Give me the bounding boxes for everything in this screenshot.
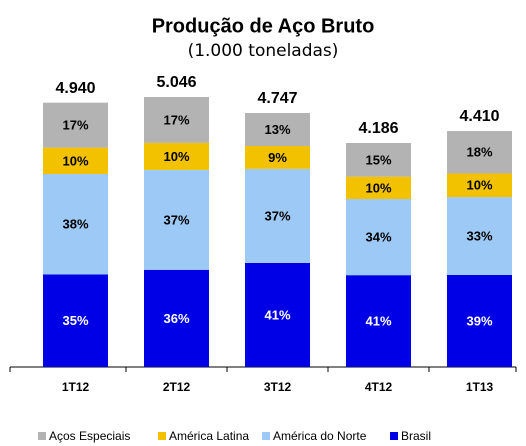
bar-segment [346, 199, 411, 276]
value-label: 9% [268, 150, 287, 165]
bar-segment [245, 168, 310, 263]
x-tick-label: 1T13 [466, 380, 494, 394]
bar-segment [43, 174, 108, 275]
legend-label: América do Norte [273, 429, 367, 443]
value-label: 39% [466, 313, 492, 328]
legend-label: Aços Especiais [49, 429, 130, 443]
value-label: 17% [163, 112, 189, 127]
legend-swatch [158, 432, 166, 440]
value-label: 36% [163, 311, 189, 326]
value-label: 10% [365, 180, 391, 195]
x-tick-label: 2T12 [163, 380, 191, 394]
bar-segment [245, 112, 310, 147]
legend-swatch [38, 432, 46, 440]
value-label: 10% [62, 153, 88, 168]
legend-label: América Latina [169, 429, 249, 443]
bar-segment [43, 102, 108, 148]
value-label: 10% [466, 178, 492, 193]
x-tick-label: 3T12 [264, 380, 292, 394]
legend-label: Brasil [401, 429, 431, 443]
value-label: 34% [365, 230, 391, 245]
bar-segment [144, 142, 209, 170]
chart-subtitle: (1.000 toneladas) [188, 41, 339, 61]
x-tick-label: 1T12 [62, 380, 90, 394]
bar-segment [447, 274, 512, 367]
chart-title: Produção de Aço Bruto [152, 15, 375, 37]
bar-segment [144, 97, 209, 143]
value-label: 41% [264, 307, 290, 322]
bar-segment [43, 274, 108, 367]
value-label: 18% [466, 145, 492, 160]
legend-swatch [390, 432, 398, 440]
bar-segment [144, 169, 209, 270]
value-label: 33% [466, 228, 492, 243]
total-label: 5.046 [156, 74, 196, 91]
value-label: 37% [163, 212, 189, 227]
legend-swatch [262, 432, 270, 440]
value-label: 37% [264, 208, 290, 223]
bar-segment [245, 262, 310, 367]
value-label: 10% [163, 149, 189, 164]
bar-segment [43, 147, 108, 175]
total-label: 4.940 [55, 80, 95, 97]
value-label: 38% [62, 217, 88, 232]
value-label: 35% [62, 313, 88, 328]
total-label: 4.747 [257, 90, 297, 107]
bar-segment [346, 143, 411, 177]
value-label: 17% [62, 118, 88, 133]
bar-segment [346, 176, 411, 200]
bar-segment [245, 146, 310, 169]
total-label: 4.186 [358, 120, 398, 137]
total-label: 4.410 [459, 108, 499, 125]
value-label: 15% [365, 152, 391, 167]
bar-segment [447, 173, 512, 198]
x-tick-label: 4T12 [365, 380, 393, 394]
value-label: 41% [365, 314, 391, 329]
bar-segment [447, 131, 512, 174]
value-label: 13% [264, 122, 290, 137]
bar-segment [447, 197, 512, 275]
bar-segment [346, 275, 411, 367]
bar-segment [144, 269, 209, 367]
